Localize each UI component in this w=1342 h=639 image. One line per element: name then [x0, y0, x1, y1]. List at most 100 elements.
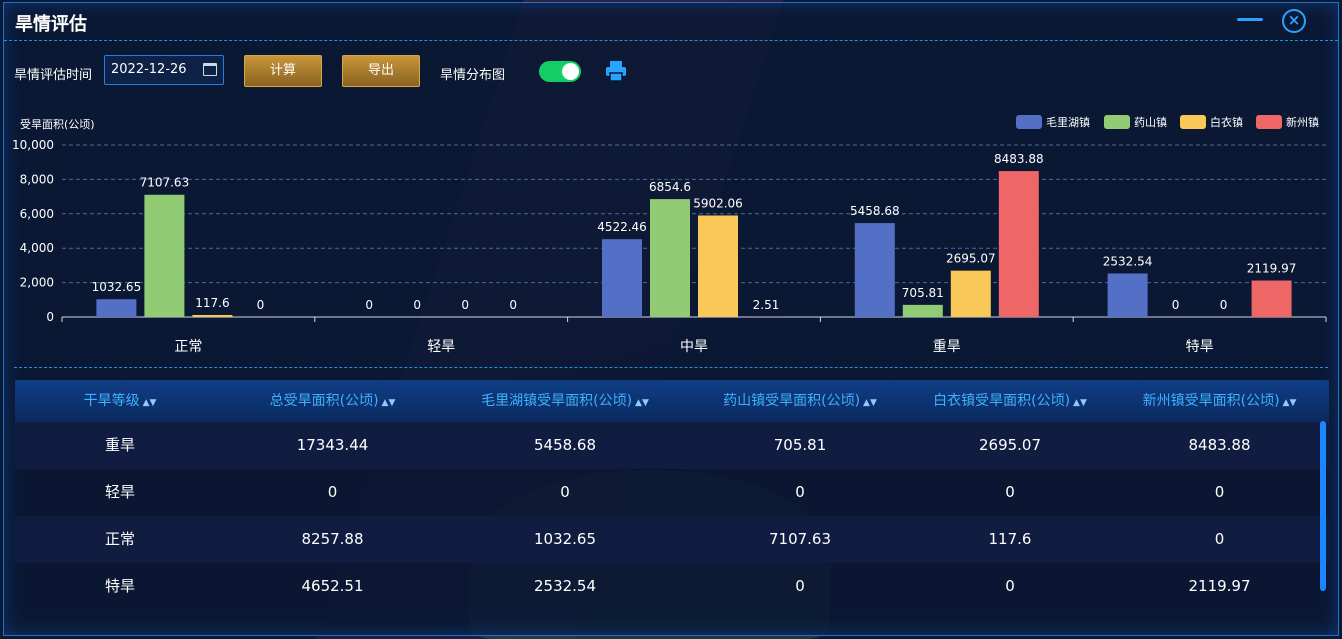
table-cell: 0 [1214, 530, 1225, 548]
header-yaoshan-area[interactable]: 药山镇受旱面积(公顷) ▲▼ [723, 393, 877, 409]
data-label: 4522.46 [597, 220, 647, 234]
table-cell: 0 [795, 483, 805, 501]
print-icon[interactable] [605, 59, 627, 83]
data-label: 117.6 [195, 296, 229, 310]
distribution-map-label: 旱情分布图 [440, 68, 506, 83]
x-tick-label: 轻旱 [427, 339, 455, 355]
calculate-button[interactable]: 计算 [244, 55, 322, 87]
legend-swatch [1016, 115, 1042, 129]
bar [698, 215, 738, 317]
y-tick-label: 2,000 [20, 276, 54, 290]
table-cell: 0 [560, 483, 570, 501]
y-tick-label: 4,000 [20, 241, 54, 255]
table-cell: 117.6 [988, 530, 1032, 548]
table-row[interactable]: 重旱 17343.44 5458.68 705.81 2695.07 8483.… [15, 422, 1329, 469]
header-maolihu-area[interactable]: 毛里湖镇受旱面积(公顷) ▲▼ [481, 393, 649, 409]
table-scrollbar[interactable] [1320, 421, 1326, 591]
date-value: 2022-12-26 [111, 62, 187, 77]
table-cell: 正常 [104, 530, 135, 548]
table-cell: 0 [1005, 483, 1015, 501]
header-baiyi-area[interactable]: 白衣镇受旱面积(公顷) ▲▼ [933, 393, 1087, 409]
table-cell: 8483.88 [1188, 436, 1251, 454]
bar [192, 314, 233, 317]
sort-icon[interactable]: ▲▼ [863, 398, 877, 408]
drought-assessment-panel: 旱情评估 × 旱情评估时间 2022-12-26 计算 导出 旱情分布图 受旱面… [3, 2, 1339, 636]
table-cell: 0 [1005, 577, 1015, 595]
bar [650, 199, 690, 317]
bar [96, 299, 137, 317]
table-cell: 8257.88 [301, 530, 364, 548]
x-tick-label: 中旱 [680, 339, 708, 355]
sort-icon[interactable]: ▲▼ [381, 398, 396, 408]
toolbar: 旱情评估时间 2022-12-26 计算 导出 旱情分布图 [4, 55, 1338, 89]
date-label: 旱情评估时间 [14, 68, 93, 83]
table-row[interactable]: 特旱 4652.51 2532.54 0 0 2119.97 [15, 563, 1329, 610]
legend-swatch [1104, 115, 1130, 129]
table-cell: 17343.44 [296, 436, 369, 454]
y-tick-label: 8,000 [20, 172, 54, 186]
data-label: 1032.65 [92, 280, 142, 294]
table-cell: 重旱 [104, 436, 135, 454]
data-label: 0 [257, 298, 265, 312]
data-label: 0 [1220, 298, 1228, 312]
drought-table: 干旱等级 ▲▼ 总受旱面积(公顷) ▲▼ 毛里湖镇受旱面积(公顷) ▲▼ 药山镇受旱面… [15, 380, 1329, 610]
table-cell: 特旱 [104, 577, 135, 595]
section-divider [14, 367, 1328, 368]
table-cell: 2119.97 [1188, 577, 1251, 595]
data-label: 6854.6 [649, 180, 691, 194]
header-drought-level[interactable]: 干旱等级 ▲▼ [83, 393, 157, 409]
export-button[interactable]: 导出 [342, 55, 420, 87]
bar [144, 194, 185, 317]
table-cell: 5458.68 [533, 436, 597, 454]
x-tick-label: 正常 [174, 339, 202, 355]
data-label: 5902.06 [693, 196, 743, 210]
data-label: 2119.97 [1247, 262, 1297, 276]
y-tick-label: 6,000 [20, 207, 54, 221]
y-tick-label: 0 [46, 310, 54, 324]
header-xinzhou-area[interactable]: 新州镇受旱面积(公顷) ▲▼ [1142, 393, 1297, 409]
legend-swatch [1180, 115, 1206, 129]
table-cell: 1032.65 [533, 530, 597, 548]
table-cell: 0 [327, 483, 338, 501]
data-label: 8483.88 [994, 152, 1044, 166]
drought-bar-chart: 受旱面积(公顷) 0 2,000 4,000 6,000 8,000 10,000 正常 轻旱 中… [12, 115, 1327, 355]
data-label: 0 [413, 298, 421, 312]
title-bar: 旱情评估 × [4, 3, 1338, 41]
legend-label: 药山镇 [1134, 115, 1167, 129]
bar [1251, 280, 1292, 317]
legend-label: 白衣镇 [1210, 115, 1243, 129]
table-header: 干旱等级 ▲▼ 总受旱面积(公顷) ▲▼ 毛里湖镇受旱面积(公顷) ▲▼ 药山镇受旱面… [15, 380, 1329, 422]
bar [854, 223, 895, 317]
bar [602, 239, 642, 317]
data-label: 0 [461, 298, 469, 312]
sort-icon[interactable]: ▲▼ [1073, 398, 1087, 408]
sort-icon[interactable]: ▲▼ [635, 398, 649, 408]
y-tick-label: 10,000 [12, 138, 54, 152]
bar [998, 171, 1039, 317]
data-label: 2.51 [753, 298, 780, 312]
sort-icon[interactable]: ▲▼ [1282, 398, 1297, 408]
table-row[interactable]: 轻旱 0 0 0 0 0 [15, 469, 1329, 516]
data-label: 705.81 [902, 286, 944, 300]
table-cell: 0 [795, 577, 805, 595]
table-row[interactable]: 正常 8257.88 1032.65 7107.63 117.6 0 [15, 516, 1329, 563]
table-cell: 2695.07 [978, 436, 1042, 454]
header-total-area[interactable]: 总受旱面积(公顷) ▲▼ [269, 393, 396, 409]
table-cell: 705.81 [773, 436, 827, 454]
date-picker-input[interactable]: 2022-12-26 [104, 55, 224, 85]
data-label: 5458.68 [850, 204, 900, 218]
minimize-icon[interactable] [1237, 18, 1263, 21]
sort-icon[interactable]: ▲▼ [142, 398, 157, 408]
table-cell: 轻旱 [104, 483, 135, 501]
x-tick-label: 重旱 [933, 339, 961, 355]
data-label: 2532.54 [1103, 254, 1153, 268]
bar [902, 304, 943, 317]
data-label: 0 [1172, 298, 1180, 312]
calendar-icon[interactable] [203, 63, 217, 76]
table-cell: 4652.51 [301, 577, 364, 595]
close-icon[interactable]: × [1282, 9, 1306, 33]
x-tick-label: 特旱 [1186, 339, 1214, 355]
y-axis-label: 受旱面积(公顷) [20, 118, 95, 131]
distribution-map-toggle[interactable] [539, 61, 581, 82]
legend-label: 新州镇 [1286, 115, 1319, 129]
